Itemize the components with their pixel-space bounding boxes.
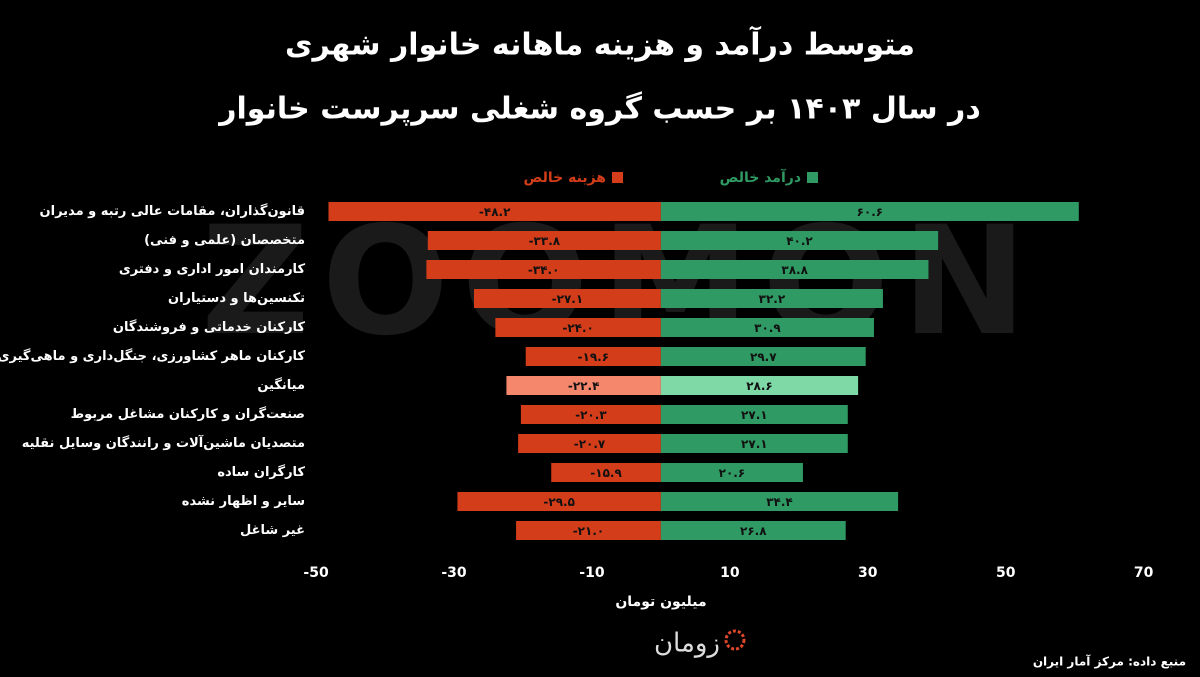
- bar: [506, 376, 661, 395]
- bar: [518, 434, 661, 453]
- value-label: ۳۰.۹: [754, 321, 781, 335]
- category-label: قانون‌گذاران، مقامات عالی رتبه و مدیران: [40, 203, 305, 219]
- value-label: -۳۴.۰: [528, 263, 560, 277]
- bar: [457, 492, 661, 511]
- value-label: ۶۰.۶: [857, 205, 884, 219]
- x-tick-label: 10: [720, 565, 740, 581]
- category-label: میانگین: [257, 377, 305, 393]
- bar: [660, 231, 939, 250]
- value-label: -۱۹.۶: [578, 350, 610, 364]
- logo: زومان: [654, 629, 746, 659]
- category-label: کارگران ساده: [217, 464, 305, 480]
- value-label: ۲۶.۸: [740, 524, 767, 538]
- value-label: ۳۴.۴: [766, 495, 793, 509]
- bar: [520, 405, 661, 424]
- x-tick-label: -10: [579, 565, 605, 581]
- category-label: سایر و اظهار نشده: [182, 494, 305, 509]
- category-label: تکنسین‌ها و دستیاران: [168, 291, 305, 306]
- x-tick-label: 50: [996, 565, 1016, 581]
- chart-title: در سال ۱۴۰۳ بر حسب گروه شغلی سرپرست خانو…: [217, 91, 980, 127]
- x-tick-label: 30: [858, 565, 878, 581]
- bar: [660, 202, 1079, 221]
- bar: [660, 405, 848, 424]
- x-axis-label: میلیون تومان: [615, 594, 706, 610]
- value-label: -۲۹.۵: [543, 495, 575, 509]
- bar: [660, 318, 874, 337]
- legend-label: هزینه خالص: [524, 170, 606, 186]
- bar: [660, 463, 803, 482]
- legend-label: درآمد خالص: [720, 168, 801, 186]
- value-label: ۲۸.۶: [746, 379, 773, 393]
- x-tick-label: -30: [441, 565, 467, 581]
- category-label: صنعت‌گران و کارکنان مشاغل مربوط: [71, 406, 305, 422]
- x-tick-label: -50: [303, 565, 329, 581]
- legend-swatch: [807, 172, 818, 183]
- value-label: ۳۸.۸: [781, 263, 808, 277]
- bar: [660, 289, 883, 308]
- value-label: ۴۰.۲: [786, 234, 813, 248]
- bar: [660, 521, 846, 540]
- value-label: ۲۰.۶: [719, 466, 746, 480]
- source: منبع داده: مرکز آمار ایران: [1033, 654, 1186, 669]
- category-label: متخصصان (علمی و فنی): [144, 233, 305, 248]
- bar: [473, 289, 661, 308]
- logo-text: زومان: [654, 629, 720, 659]
- value-label: -۲۰.۷: [574, 437, 606, 451]
- value-label: -۲۰.۳: [575, 408, 607, 422]
- bar: [426, 260, 661, 279]
- bar: [427, 231, 661, 250]
- value-label: ۲۷.۱: [741, 437, 768, 451]
- bar: [660, 347, 866, 366]
- category-label: کارمندان امور اداری و دفتری: [119, 262, 306, 277]
- bar: [660, 434, 848, 453]
- value-label: -۲۲.۴: [568, 379, 600, 393]
- value-label: -۲۴.۰: [562, 321, 594, 335]
- value-label: ۲۷.۱: [741, 408, 768, 422]
- bar: [495, 318, 661, 337]
- bar: [660, 260, 929, 279]
- category-label: متصدیان ماشین‌آلات و رانندگان وسایل نقلی…: [22, 434, 305, 451]
- value-label: -۲۱.۰: [573, 524, 605, 538]
- logo-icon: [724, 629, 746, 651]
- bar: [660, 376, 859, 395]
- bar: [660, 492, 899, 511]
- category-label: کارکنان خدماتی و فروشندگان: [113, 319, 306, 335]
- value-label: -۱۵.۹: [590, 466, 622, 480]
- category-label: کارکنان ماهر کشاورزی، جنگل‌داری و ماهی‌گ…: [0, 348, 305, 364]
- value-label: ۲۹.۷: [750, 350, 777, 364]
- bar: [551, 463, 661, 482]
- watermark: ZOOMON: [201, 195, 1039, 369]
- value-label: -۳۳.۸: [529, 234, 561, 248]
- x-tick-label: 70: [1134, 565, 1154, 581]
- bar: [516, 521, 661, 540]
- legend-swatch: [612, 172, 623, 183]
- value-label: ۳۲.۲: [759, 292, 786, 306]
- chart-title: متوسط درآمد و هزینه ماهانه خانوار شهری: [285, 26, 915, 63]
- category-label: غیر شاغل: [240, 523, 305, 538]
- bar: [525, 347, 661, 366]
- value-label: -۴۸.۲: [479, 205, 511, 219]
- value-label: -۲۷.۱: [552, 292, 584, 306]
- bar: [328, 202, 661, 221]
